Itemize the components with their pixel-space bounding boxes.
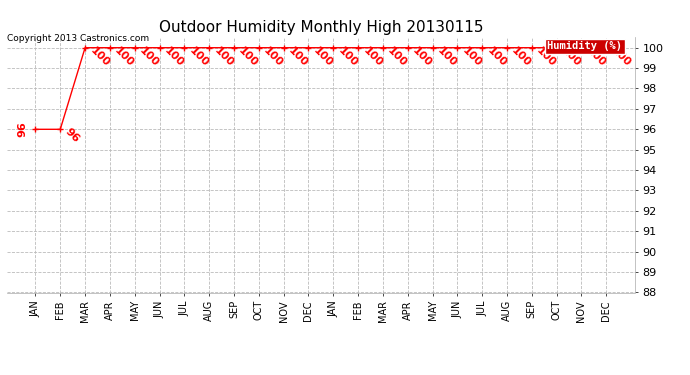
Text: 100: 100 [336,45,359,68]
Text: 100: 100 [137,45,161,68]
Title: Outdoor Humidity Monthly High 20130115: Outdoor Humidity Monthly High 20130115 [159,20,483,35]
Text: 100: 100 [435,45,459,68]
Text: 100: 100 [386,45,409,68]
Text: 100: 100 [609,45,632,68]
Text: 96: 96 [63,126,81,145]
Text: 100: 100 [112,45,136,68]
Text: 100: 100 [411,45,434,68]
Text: 100: 100 [286,45,310,68]
Text: 100: 100 [361,45,384,68]
Text: 100: 100 [460,45,484,68]
Text: 100: 100 [311,45,335,68]
Text: 100: 100 [510,45,533,68]
Text: 100: 100 [560,45,583,68]
Text: 96: 96 [17,122,27,137]
Text: 100: 100 [187,45,210,68]
Text: Copyright 2013 Castronics.com: Copyright 2013 Castronics.com [7,34,149,43]
Text: 100: 100 [162,45,186,68]
Text: 100: 100 [237,45,260,68]
Text: 100: 100 [212,45,235,68]
Text: Humidity (%): Humidity (%) [547,41,622,51]
Text: 100: 100 [262,45,285,68]
Text: 100: 100 [535,45,558,68]
Text: 100: 100 [485,45,509,68]
Text: 100: 100 [88,45,111,68]
Text: 100: 100 [584,45,608,68]
